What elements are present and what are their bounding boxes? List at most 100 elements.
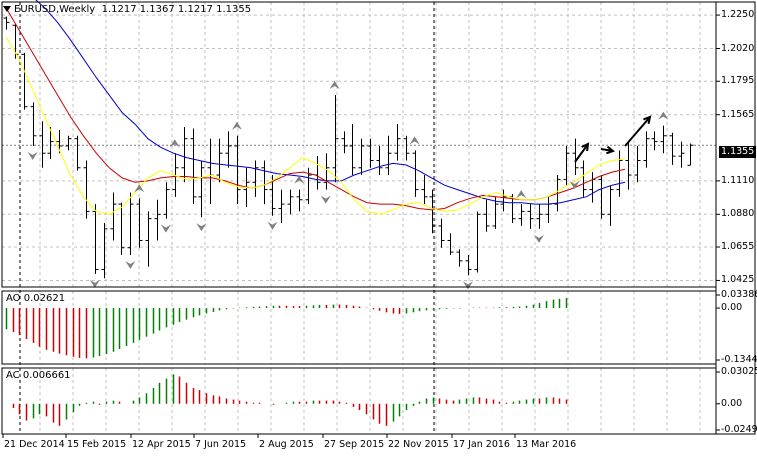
time-axis-label: 27 Sep 2015 [324,439,385,450]
forecast-arrows [574,115,652,163]
ohlc-bar [190,128,197,205]
ohlc-bar [474,211,481,273]
time-axis-label: 13 Mar 2016 [516,439,577,450]
ohlc-bar [225,131,232,168]
ohlc-bar [580,160,587,197]
ohlc-bar [527,204,534,229]
ohlc-bar [101,223,108,279]
ohlc-bar [429,189,436,234]
fractal-up-marker [294,175,305,184]
forecast-arrowhead [581,142,590,152]
ac-axis-label: -0.02499 [721,424,757,435]
ohlc-bar [651,131,658,151]
ohlc-bar [616,150,623,197]
ohlc-bar [669,132,676,165]
ohlc-bar [3,16,10,30]
ao-axis-label: 0.03386 [721,289,757,300]
fractal-down-marker [27,151,38,160]
ohlc-bar [421,175,428,205]
time-axis-label: 12 Apr 2015 [132,439,191,450]
fractal-down-marker [125,261,136,270]
ac-title: AC 0.006661 [6,370,71,381]
ao-title: AO 0.02621 [6,293,66,304]
ohlc-bar [394,124,401,161]
ohlc-bar [296,189,303,212]
price-axis-label: 1.0655 [721,241,755,252]
ohlc-bar [607,185,614,226]
forecast-arrowhead [643,115,652,125]
fractal-up-marker [169,139,180,148]
ohlc-bar [385,135,392,176]
ac-axis-label: 0.030255 [721,366,757,377]
ohlc-bar [678,141,685,168]
ohlc-bar [234,135,241,205]
ao-axis-label: 0.00 [721,302,743,314]
ohlc-bar [438,218,445,248]
ohlc-bar [545,196,552,224]
ohlc-bar [83,160,90,219]
ohlc-bar [261,160,268,205]
pane-frame [1,1,717,288]
ohlc-bar [154,199,161,241]
ohlc-bar [163,182,170,219]
main-title-bar: EURUSD,Weekly 1.1217 1.1367 1.1217 1.135… [3,4,251,16]
price-axis-label: 1.0425 [721,274,755,286]
ac-axis-label: 0.00 [721,397,743,409]
ohlc-bar [518,204,525,226]
price-axis-label: 1.2020 [721,42,755,54]
fractal-up-marker [134,184,145,193]
ohlc-bar [118,202,125,256]
fractal-down-marker [320,195,331,204]
ohlc-bar [536,204,543,229]
ohlc-bar [492,196,499,229]
ohlc-bar [207,138,214,205]
price-axis-label: 1.1110 [721,174,755,186]
pane-frame [1,367,717,435]
ohlc-bar [278,189,285,224]
ohlc-bar [332,95,339,183]
ohlc-bar [572,138,579,176]
fractal-up-marker [658,111,669,120]
forecast-arrow [574,143,589,163]
ohlc-bar [358,138,365,176]
ohlc-bar [634,145,641,183]
time-axis-label: 7 Jun 2015 [195,439,247,450]
ohlc-bar [323,153,330,190]
ohlc-bar [500,189,507,212]
ohlc-bar [598,175,605,219]
triangle-down-icon[interactable] [3,6,11,12]
ao-axis-label: -0.13442 [721,354,757,365]
ohlc-bar [252,160,259,197]
ohlc-bar [110,192,117,241]
ohlc-bar [563,145,570,186]
ohlc-bar [127,192,134,256]
fractal-down-marker [89,279,100,288]
pane-frame [1,290,717,365]
fractal-down-marker [160,224,171,233]
current-price-tag: 1.1355 [719,146,757,158]
ohlc-bar [145,211,152,267]
ohlc-bar [687,143,694,166]
ohlc-bar [456,249,463,267]
ohlc-bar [287,189,294,215]
ohlc-bar [589,172,596,203]
ohlc-bar [403,135,410,161]
ohlc-bar [376,145,383,176]
fractal-up-marker [329,81,340,90]
ohlc-bar [65,135,72,151]
ohlc-bar [465,255,472,276]
ohlc-bar [47,127,54,160]
alligator-lips-line [5,36,626,215]
ohlc-bar [643,131,650,168]
time-axis-label: 22 Nov 2015 [388,439,449,450]
ohlc-bar [216,138,223,183]
symbol-label: EURUSD,Weekly [14,4,96,15]
price-axis-label: 1.1565 [721,108,755,120]
ohlc-bar [349,124,356,176]
fractal-down-marker [569,181,580,190]
ohlc-bar [30,102,37,146]
price-axis-frame [715,1,756,435]
time-axis-label: 21 Dec 2014 [4,439,65,450]
ohlc-bar [341,131,348,154]
